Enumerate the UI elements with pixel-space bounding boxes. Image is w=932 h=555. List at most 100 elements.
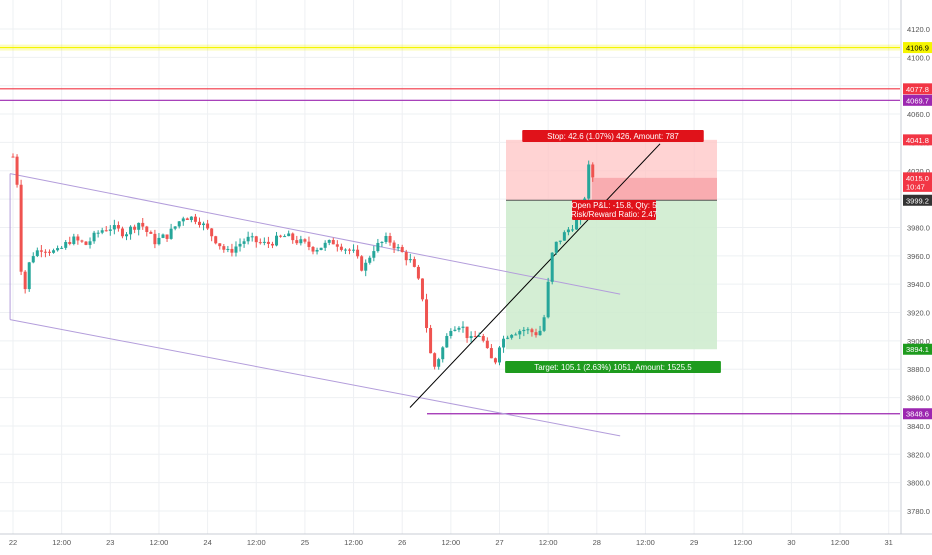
time-tick-label: 12:00 [150,538,169,547]
time-tick-label: 27 [495,538,503,547]
candle-body [420,278,424,300]
price-badge-text: 4015.0 [906,174,929,183]
candle-body [47,251,51,253]
candle-body [206,223,210,229]
candle-body [473,336,477,338]
candle-body [242,241,246,244]
price-badge-text: 3894.1 [906,345,929,354]
candle-body [453,329,457,331]
candle-body [72,236,76,244]
candle-body [315,249,319,252]
candle-body [506,337,510,339]
candle-body [376,242,380,252]
price-tick-label: 3860.0 [907,394,930,403]
time-tick-label: 12:00 [247,538,266,547]
candle-body [542,317,546,331]
stop-label: Stop: 42.6 (1.07%) 426, Amount: 787 [522,130,704,142]
price-badge-bg [903,172,932,184]
candle-body [137,222,141,230]
candle-body [31,256,35,263]
channel-upper [9,173,621,295]
candle-body [299,239,303,244]
time-tick-label: 22 [9,538,17,547]
candle-body [530,329,534,333]
candle-body [510,334,514,338]
candle-body [356,249,360,257]
candle-body [11,156,15,158]
candle-body [388,235,392,243]
price-tick-label: 3880.0 [907,365,930,374]
price-badge: 4041.8 [903,134,932,146]
candle-body [226,248,230,250]
candle-body [80,240,84,242]
candle-body [287,233,291,237]
candle-body [222,246,226,250]
candle-body [125,234,129,237]
candle-body [477,336,481,338]
candle-body [230,248,234,253]
level-badge: 3848.6 [903,408,932,420]
price-tick-label: 3960.0 [907,252,930,261]
candle-body [526,329,530,331]
open-pnl-zone [592,177,717,201]
candle-body [43,251,47,253]
candle-body [250,236,254,238]
price-tick-label: 4100.0 [907,53,930,62]
candle-body [181,218,185,222]
candle-body [283,236,287,238]
candle-body [262,241,266,243]
time-tick-label: 31 [885,538,893,547]
candle-body [538,330,542,336]
price-badge-bg [903,134,932,146]
price-badge-text: 10:47 [906,182,925,191]
grid [0,0,900,534]
candle-body [493,358,497,363]
candle-body [88,241,92,245]
price-badge: 10:47 [903,180,932,192]
candle-body [396,246,400,249]
candle-body [591,164,595,178]
candle-body [335,244,339,247]
price-badge: 3999.2 [903,194,932,206]
time-axis-bg [0,534,932,550]
price-tick-label: 3840.0 [907,422,930,431]
candle-body [246,236,250,242]
candle-body [108,229,112,231]
level-badge-text: 3848.6 [906,410,929,419]
level-badge-bg [903,83,932,95]
price-badge-bg [903,343,932,355]
time-tick-label: 12:00 [539,538,558,547]
candle-body [100,230,104,233]
position-labels: Stop: 42.6 (1.07%) 426, Amount: 787 Targe… [505,130,721,373]
level-badge-text: 4106.9 [906,44,929,53]
candle-body [441,347,445,360]
level-badge: 4077.8 [903,83,932,95]
candle-body [311,246,315,252]
candle-body [266,241,270,244]
candle-body [64,242,68,248]
candle-body [120,228,124,237]
price-tick-label: 4060.0 [907,110,930,119]
candle-body [275,235,279,246]
candle-body [392,242,396,249]
level-badge: 4069.7 [903,94,932,106]
candle-body [165,234,169,239]
candle-body [112,225,116,230]
candle-body [96,232,100,234]
price-badge-text: 4041.8 [906,136,929,145]
candle-body [449,330,453,336]
price-tick-label: 3820.0 [907,450,930,459]
candle-body [116,225,120,229]
price-tick-label: 3920.0 [907,309,930,318]
candle-body [68,242,72,244]
candles [11,153,595,370]
candle-body [558,240,562,242]
candle-body [129,226,133,235]
candle-body [331,240,335,245]
candle-body [518,331,522,335]
price-tick-label: 3800.0 [907,479,930,488]
candle-body [189,216,193,221]
trendline [409,143,661,408]
